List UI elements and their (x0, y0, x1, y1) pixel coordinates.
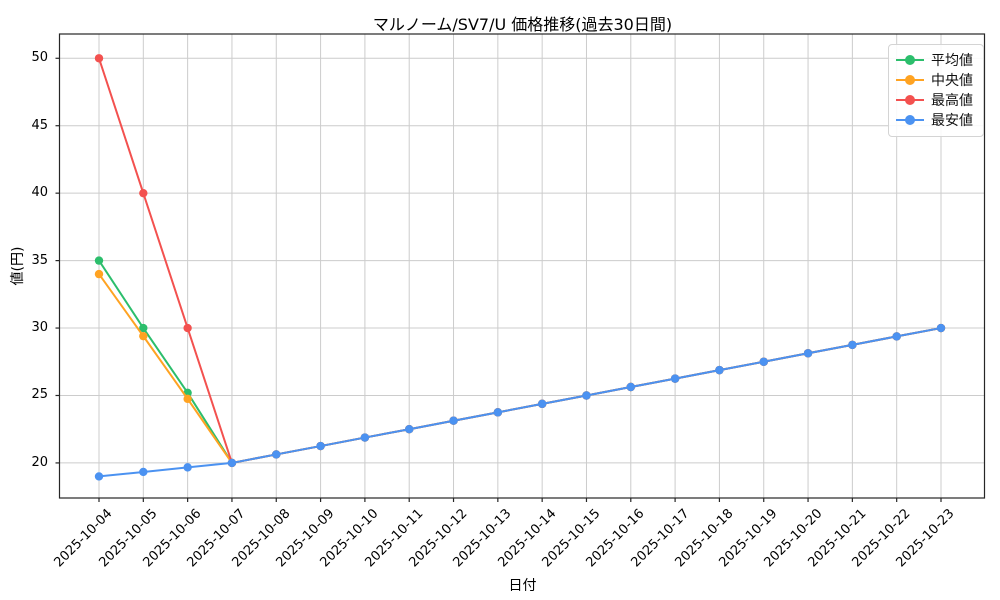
series-marker-min (715, 365, 724, 375)
y-tick-label: 20 (31, 454, 48, 470)
series-marker-median (94, 269, 104, 279)
series-marker-max (139, 188, 148, 198)
series-marker-min (272, 450, 281, 459)
axes-frame (58, 33, 986, 499)
series-marker-min (183, 463, 192, 472)
chart-title: マルノーム/SV7/U 価格推移(過去30日間) (372, 15, 673, 34)
series-marker-min (848, 340, 857, 350)
series-marker-min (493, 408, 503, 417)
y-tick-label: 50 (31, 50, 48, 66)
legend-marker-mean (896, 55, 924, 65)
series-marker-min (227, 458, 237, 468)
legend-marker-median (896, 75, 924, 85)
series-marker-min (405, 425, 414, 434)
series-marker-median (139, 331, 148, 341)
series-line-min (98, 327, 942, 478)
series-marker-min (582, 391, 591, 400)
y-tick-label: 40 (31, 185, 48, 201)
series-marker-min (360, 433, 370, 442)
y-tick-label: 35 (31, 252, 48, 268)
series-line-median (98, 273, 942, 464)
series-marker-min (936, 323, 946, 333)
legend-item-min: 最安値 (896, 110, 976, 130)
legend-marker-max (896, 95, 924, 105)
series-marker-min (670, 374, 680, 383)
series-marker-min (449, 416, 458, 425)
series-line-mean (98, 259, 942, 464)
series-marker-mean (139, 323, 148, 333)
legend-item-mean: 平均値 (896, 50, 976, 70)
series-marker-mean (94, 256, 104, 265)
x-axis-label: 日付 (508, 578, 537, 594)
series-marker-max (183, 323, 192, 333)
series-marker-median (183, 394, 192, 404)
legend-label-min: 最安値 (931, 113, 973, 129)
legend-label-median: 中央値 (931, 73, 973, 89)
series-marker-min (759, 357, 768, 366)
series-marker-min (803, 349, 813, 358)
legend-marker-min (896, 115, 924, 125)
legend-label-max: 最高値 (931, 93, 973, 109)
series-marker-min (139, 467, 148, 477)
legend-item-median: 中央値 (896, 70, 976, 90)
legend: 平均値中央値最高値最安値 (888, 44, 984, 137)
legend-label-mean: 平均値 (931, 53, 973, 69)
legend-item-max: 最高値 (896, 90, 976, 110)
y-tick-label: 45 (31, 117, 48, 133)
series-marker-min (626, 382, 635, 392)
series-marker-min (892, 332, 901, 341)
series-marker-min (94, 472, 104, 481)
y-tick-label: 25 (31, 387, 48, 403)
series-marker-max (94, 54, 104, 63)
y-tick-label: 30 (31, 320, 48, 336)
series-marker-min (537, 399, 547, 409)
series-marker-min (316, 441, 325, 451)
